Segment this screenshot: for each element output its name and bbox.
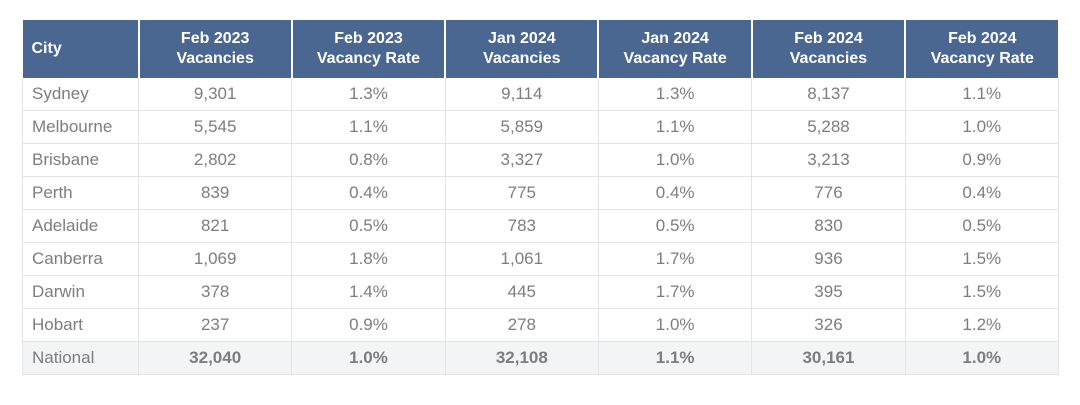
- city-cell: Brisbane: [22, 143, 139, 177]
- jan2024-rate-cell: 1.0%: [598, 143, 753, 177]
- total-jan2024-vacancies-cell: 32,108: [445, 341, 599, 375]
- table-row: Canberra 1,069 1.8% 1,061 1.7% 936 1.5%: [22, 242, 1059, 276]
- header-label-line2: Vacancies: [176, 50, 254, 67]
- feb2024-rate-cell: 1.2%: [905, 308, 1059, 342]
- header-label-line1: Feb 2023: [180, 30, 250, 47]
- jan2024-rate-cell: 0.4%: [598, 176, 753, 210]
- national-total-row: National 32,040 1.0% 32,108 1.1% 30,161 1.0%: [22, 341, 1059, 375]
- jan2024-rate-cell: 1.3%: [598, 78, 753, 111]
- feb2023-rate-cell: 1.8%: [291, 242, 446, 276]
- header-label-line2: Vacancies: [789, 50, 868, 67]
- feb2023-rate-cell: 0.9%: [291, 308, 446, 342]
- jan2024-rate-cell: 1.7%: [598, 275, 753, 309]
- header-feb2024-rate: Feb 2024 Vacancy Rate: [905, 20, 1059, 78]
- header-label-line2: Vacancy Rate: [930, 50, 1034, 67]
- feb2023-rate-cell: 1.1%: [291, 110, 446, 144]
- feb2023-rate-cell: 0.8%: [291, 143, 446, 177]
- header-row: City Feb 2023 Vacancies Feb 2023 Vacancy R…: [22, 20, 1059, 78]
- table-row: Hobart 237 0.9% 278 1.0% 326 1.2%: [22, 308, 1059, 342]
- feb2023-vacancies-cell: 1,069: [138, 242, 293, 276]
- city-cell: Perth: [22, 176, 139, 210]
- feb2023-vacancies-cell: 821: [138, 209, 293, 243]
- table-row: Brisbane 2,802 0.8% 3,327 1.0% 3,213 0.9%: [22, 143, 1059, 177]
- table-row: Melbourne 5,545 1.1% 5,859 1.1% 5,288 1.0%: [22, 110, 1059, 144]
- header-label-line1: Feb 2024: [948, 30, 1017, 47]
- feb2023-vacancies-cell: 9,301: [138, 78, 293, 111]
- feb2024-vacancies-cell: 5,288: [751, 110, 906, 144]
- total-feb2023-rate-cell: 1.0%: [291, 341, 446, 375]
- feb2024-rate-cell: 0.9%: [905, 143, 1059, 177]
- city-cell: Canberra: [22, 242, 139, 276]
- vacancy-table: City Feb 2023 Vacancies Feb 2023 Vacancy R…: [22, 20, 1059, 375]
- jan2024-rate-cell: 1.0%: [598, 308, 753, 342]
- jan2024-vacancies-cell: 9,114: [445, 78, 599, 111]
- jan2024-vacancies-cell: 5,859: [445, 110, 599, 144]
- feb2024-rate-cell: 1.1%: [905, 78, 1059, 111]
- jan2024-rate-cell: 0.5%: [598, 209, 753, 243]
- feb2024-rate-cell: 0.5%: [905, 209, 1059, 243]
- header-feb2023-rate: Feb 2023 Vacancy Rate: [291, 20, 447, 78]
- table-body: Sydney 9,301 1.3% 9,114 1.3% 8,137 1.1% Melbour…: [22, 78, 1059, 375]
- total-feb2023-vacancies-cell: 32,040: [138, 341, 293, 375]
- header-label-line2: Vacancy Rate: [623, 50, 727, 67]
- feb2023-vacancies-cell: 5,545: [138, 110, 293, 144]
- feb2023-vacancies-cell: 237: [138, 308, 293, 342]
- table-row: Darwin 378 1.4% 445 1.7% 395 1.5%: [22, 275, 1059, 309]
- header-feb2024-vacancies: Feb 2024 Vacancies: [751, 20, 907, 78]
- header-label: City: [31, 40, 62, 57]
- feb2024-rate-cell: 1.5%: [905, 242, 1059, 276]
- jan2024-rate-cell: 1.7%: [598, 242, 753, 276]
- header-label-line1: Feb 2024: [794, 30, 863, 47]
- feb2024-vacancies-cell: 830: [751, 209, 906, 243]
- city-cell: Darwin: [22, 275, 139, 309]
- feb2024-rate-cell: 1.5%: [905, 275, 1059, 309]
- feb2023-vacancies-cell: 839: [138, 176, 293, 210]
- jan2024-vacancies-cell: 783: [445, 209, 599, 243]
- header-city: City: [22, 20, 140, 78]
- feb2023-vacancies-cell: 378: [138, 275, 293, 309]
- feb2024-vacancies-cell: 936: [751, 242, 906, 276]
- feb2024-vacancies-cell: 326: [751, 308, 906, 342]
- feb2023-rate-cell: 1.3%: [291, 78, 446, 111]
- city-cell: Melbourne: [22, 110, 139, 144]
- jan2024-vacancies-cell: 278: [445, 308, 599, 342]
- jan2024-vacancies-cell: 445: [445, 275, 599, 309]
- table-row: Sydney 9,301 1.3% 9,114 1.3% 8,137 1.1%: [22, 78, 1059, 111]
- table-row: Adelaide 821 0.5% 783 0.5% 830 0.5%: [22, 209, 1059, 243]
- total-feb2024-vacancies-cell: 30,161: [751, 341, 906, 375]
- header-jan2024-vacancies: Jan 2024 Vacancies: [445, 20, 600, 78]
- header-jan2024-rate: Jan 2024 Vacancy Rate: [598, 20, 753, 78]
- feb2023-rate-cell: 1.4%: [291, 275, 446, 309]
- total-city-cell: National: [22, 341, 139, 375]
- city-cell: Hobart: [22, 308, 139, 342]
- feb2024-vacancies-cell: 8,137: [751, 78, 906, 111]
- header-feb2023-vacancies: Feb 2023 Vacancies: [138, 20, 293, 78]
- jan2024-rate-cell: 1.1%: [598, 110, 753, 144]
- feb2024-vacancies-cell: 776: [751, 176, 906, 210]
- header-label-line2: Vacancies: [483, 50, 561, 67]
- city-cell: Sydney: [22, 78, 139, 111]
- feb2023-vacancies-cell: 2,802: [138, 143, 293, 177]
- feb2024-vacancies-cell: 3,213: [751, 143, 906, 177]
- city-cell: Adelaide: [22, 209, 139, 243]
- header-label-line1: Jan 2024: [488, 30, 556, 47]
- feb2024-rate-cell: 1.0%: [905, 110, 1059, 144]
- header-label-line1: Jan 2024: [641, 30, 709, 47]
- total-jan2024-rate-cell: 1.1%: [598, 341, 753, 375]
- jan2024-vacancies-cell: 775: [445, 176, 599, 210]
- jan2024-vacancies-cell: 1,061: [445, 242, 599, 276]
- vacancy-table-container: City Feb 2023 Vacancies Feb 2023 Vacancy R…: [22, 20, 1059, 375]
- total-feb2024-rate-cell: 1.0%: [905, 341, 1059, 375]
- jan2024-vacancies-cell: 3,327: [445, 143, 599, 177]
- table-row: Perth 839 0.4% 775 0.4% 776 0.4%: [22, 176, 1059, 210]
- feb2023-rate-cell: 0.5%: [291, 209, 446, 243]
- feb2024-rate-cell: 0.4%: [905, 176, 1059, 210]
- feb2024-vacancies-cell: 395: [751, 275, 906, 309]
- header-label-line2: Vacancy Rate: [316, 50, 421, 67]
- feb2023-rate-cell: 0.4%: [291, 176, 446, 210]
- header-label-line1: Feb 2023: [334, 30, 403, 47]
